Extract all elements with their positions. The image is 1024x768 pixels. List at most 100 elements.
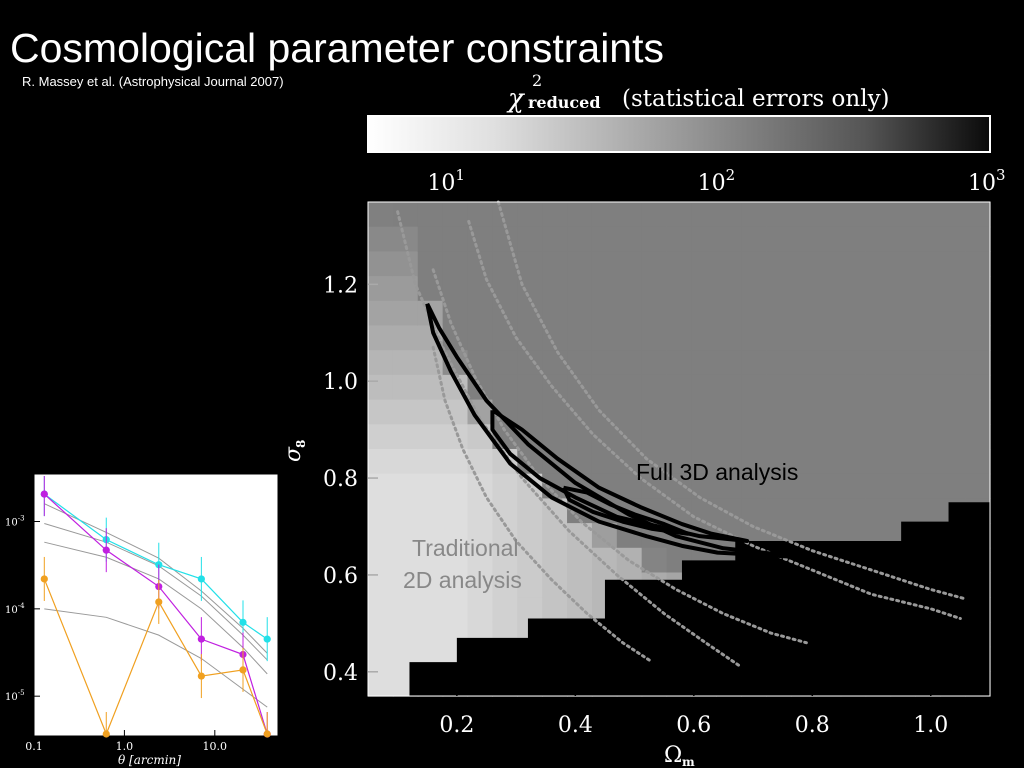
inset-y-tick-label: 10-3 (5, 515, 25, 529)
heatmap-cell (790, 251, 817, 277)
heatmap-cell (368, 251, 394, 277)
heatmap-cell (915, 251, 941, 277)
heatmap-cell (915, 325, 941, 351)
heatmap-cell (691, 399, 717, 425)
heatmap-cell (940, 325, 966, 351)
x-tick-label: 0.6 (676, 713, 711, 738)
inset-x-tick-label: 0.1 (25, 740, 43, 753)
heatmap-cell (965, 374, 991, 401)
heatmap-cell (691, 449, 717, 475)
heatmap-cell (517, 350, 543, 376)
heatmap-cell (890, 374, 916, 401)
colorbar-ticks: 101 102 103 (427, 166, 1005, 196)
heatmap-cell (542, 572, 568, 598)
colorbar-tick-label: 103 (968, 166, 1006, 196)
heatmap-cell (616, 276, 643, 302)
heatmap-cell (691, 498, 717, 524)
heatmap-cell (865, 350, 892, 376)
heatmap-cell (392, 325, 419, 351)
data-point (239, 666, 247, 674)
heatmap-cell (492, 276, 518, 302)
heatmap-cell (517, 226, 543, 252)
contour-3d (490, 408, 750, 544)
heatmap-cell (417, 498, 444, 524)
heatmap-cell (542, 399, 568, 425)
heatmap-cell (790, 498, 817, 524)
series-line (43, 578, 268, 736)
heatmap-cell (840, 374, 867, 401)
heatmap-cell (492, 300, 518, 327)
heatmap-cell (666, 350, 693, 376)
heatmap-cell (616, 350, 643, 376)
heatmap-cell (542, 202, 568, 228)
heatmap-cell (691, 300, 717, 327)
heatmap-cell (716, 300, 742, 327)
heatmap-cell (417, 547, 444, 574)
inset-x-tick-label: 1.0 (116, 740, 134, 753)
heatmap-cell (542, 424, 568, 450)
heatmap-cell (865, 399, 892, 425)
heatmap-cell (542, 226, 568, 252)
contour-2d (431, 345, 654, 664)
heatmap-cell (915, 449, 941, 475)
heatmap-cell (591, 547, 618, 574)
heatmap-cell (517, 325, 543, 351)
heatmap-cell (517, 547, 543, 574)
heatmap-cell (442, 226, 469, 252)
heatmap-cell (890, 498, 916, 524)
heatmap-cell (591, 325, 618, 351)
heatmap-cell (865, 251, 892, 277)
heatmap-cell (492, 325, 518, 351)
heatmap-cell (368, 646, 394, 672)
full-3d-contours (425, 302, 809, 560)
heatmap-cell (517, 202, 543, 228)
heatmap-cell (965, 202, 991, 228)
heatmap-cell (567, 202, 593, 228)
heatmap-cell (766, 276, 792, 302)
heatmap-cell (368, 621, 394, 648)
y-axis-label-group: σ 8 (281, 440, 308, 462)
heatmap-cell (492, 202, 518, 228)
heatmap-cell (392, 251, 419, 277)
heatmap-cell (815, 424, 842, 450)
traditional-2d-contours (396, 200, 968, 669)
colorbar-title-sup: 2 (532, 71, 542, 90)
heatmap-cell (815, 399, 842, 425)
heatmap-cell (467, 498, 493, 524)
heatmap-cell (517, 498, 543, 524)
heatmap-cell (766, 325, 792, 351)
heatmap-cell (517, 572, 543, 598)
heatmap-cell (666, 202, 693, 228)
heatmap-cell (417, 621, 444, 648)
colorbar-tick-label: 102 (698, 166, 736, 196)
heatmap-cell (840, 325, 867, 351)
heatmap-cell (442, 276, 469, 302)
heatmap-cell (417, 226, 444, 252)
heatmap-cell (616, 547, 643, 574)
contour-2d (467, 219, 962, 621)
heatmap-cell (840, 226, 867, 252)
heatmap-cell (940, 449, 966, 475)
heatmap-cell (467, 597, 493, 623)
heatmap-cell (716, 226, 742, 252)
heatmap-cell (368, 374, 394, 401)
heatmap-cell (865, 374, 892, 401)
heatmap-cell (417, 424, 444, 450)
heatmap-cell (666, 300, 693, 327)
heatmap-cell (567, 547, 593, 574)
heatmap-cell (741, 473, 767, 499)
data-point (40, 575, 48, 583)
heatmap-cell (840, 251, 867, 277)
heatmap-cell (940, 202, 966, 228)
heatmap-cell (417, 449, 444, 475)
heatmap-cell (915, 350, 941, 376)
main-axes: 0.2 0.4 0.6 0.8 1.0 0.4 0.6 0.8 1.0 1.2 (323, 273, 948, 738)
heatmap-cell (492, 597, 518, 623)
heatmap-cell (417, 597, 444, 623)
heatmap-cell (691, 350, 717, 376)
heatmap-cell (766, 350, 792, 376)
x-axis-label-sub: m (682, 755, 695, 768)
heatmap-cell (368, 523, 394, 549)
heatmap-cell (815, 251, 842, 277)
heatmap-cell (890, 276, 916, 302)
